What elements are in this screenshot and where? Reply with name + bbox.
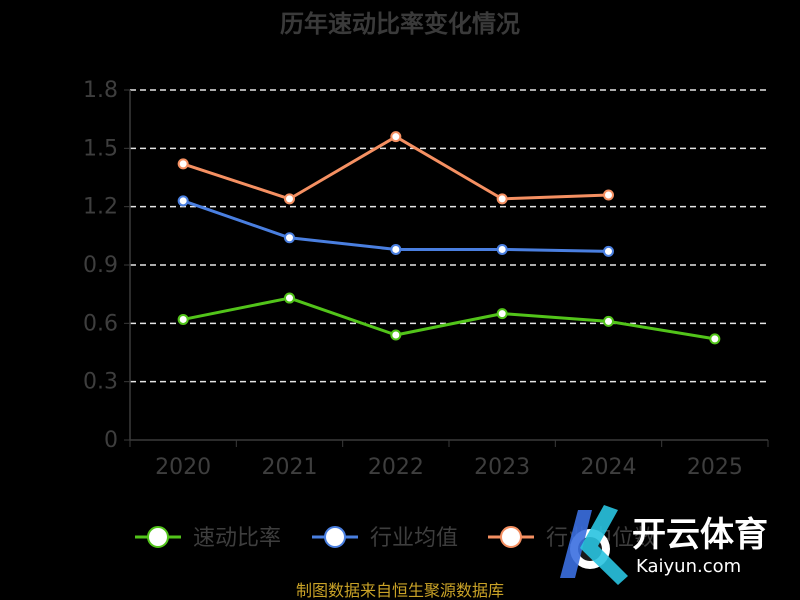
y-tick-label: 0.3 <box>83 370 118 395</box>
data-point <box>177 158 189 170</box>
source-note: 制图数据来自恒生聚源数据库 <box>296 581 504 600</box>
grid-lines <box>130 89 768 383</box>
watermark: 开云体育 Kaiyun.com <box>560 505 768 585</box>
data-point <box>603 245 614 257</box>
data-point <box>603 315 614 327</box>
data-point <box>390 131 402 143</box>
legend-item: 速动比率 <box>135 526 281 551</box>
series-0 <box>177 292 721 345</box>
data-point <box>496 193 508 205</box>
y-tick-label: 0.9 <box>83 253 118 278</box>
data-point <box>284 292 295 304</box>
series-group <box>177 131 721 345</box>
legend-marker <box>147 526 169 548</box>
series-1 <box>177 195 614 257</box>
legend-marker <box>500 526 522 548</box>
series-line <box>182 199 609 253</box>
data-point <box>177 195 189 207</box>
x-tick-label: 2021 <box>262 455 318 480</box>
data-point <box>284 193 295 205</box>
y-tick-label: 1.2 <box>83 195 118 220</box>
x-tick-label: 2020 <box>155 455 211 480</box>
x-tick-label: 2022 <box>368 455 424 480</box>
data-point <box>603 189 614 201</box>
series-line <box>182 296 716 341</box>
data-point <box>496 243 508 255</box>
x-tick-label: 2025 <box>687 455 743 480</box>
series-2 <box>177 131 614 205</box>
watermark-brand-cn: 开云体育 <box>632 515 768 555</box>
legend-label: 行业均值 <box>370 526 458 551</box>
y-tick-label: 1.8 <box>83 78 118 103</box>
legend-marker <box>324 526 346 548</box>
legend-item: 行业均值 <box>312 526 458 551</box>
x-axis-ticks: 2020 2021 2022 2023 2024 2025 <box>155 455 743 480</box>
watermark-logo-icon <box>560 505 628 585</box>
y-tick-label: 0.6 <box>83 311 118 336</box>
x-tick-label: 2023 <box>474 455 530 480</box>
data-point <box>496 308 508 320</box>
x-tick-label: 2024 <box>581 455 637 480</box>
y-tick-label: 0 <box>104 428 118 453</box>
y-axis-ticks: 0 0.3 0.6 0.9 1.2 1.5 1.8 <box>83 78 130 453</box>
series-line <box>182 135 609 201</box>
data-point <box>390 329 402 341</box>
data-point <box>390 243 402 255</box>
data-point <box>284 232 295 244</box>
legend-label: 速动比率 <box>193 526 281 551</box>
data-point <box>177 313 189 325</box>
watermark-brand-en: Kaiyun.com <box>636 556 741 577</box>
axes <box>129 90 769 447</box>
y-tick-label: 1.5 <box>83 136 118 161</box>
chart-title: 历年速动比率变化情况 <box>280 10 520 38</box>
data-point <box>709 333 721 345</box>
